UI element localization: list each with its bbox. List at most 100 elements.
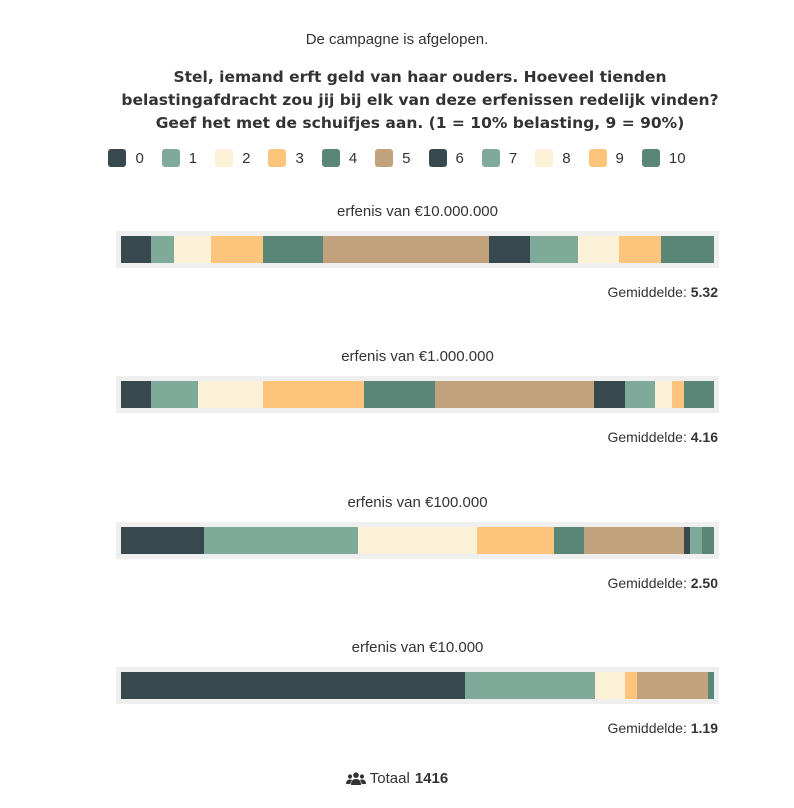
stacked-bar: [121, 236, 714, 263]
campaign-status: De campagne is afgelopen.: [305, 31, 489, 48]
total-label: Totaal: [369, 770, 410, 787]
bar-segment-2: [594, 672, 626, 699]
bar-segment-5: [584, 527, 685, 554]
bar-segment-2: [197, 381, 264, 408]
legend: 0 1 2 3 4 5 6 7 8 9 10: [0, 149, 794, 167]
bar-segment-7: [624, 381, 655, 408]
bar-segment-10: [702, 527, 714, 554]
bar-segment-1: [464, 672, 595, 699]
legend-label: 2: [242, 149, 251, 167]
bar-segment-1: [151, 236, 175, 263]
bar-segment-4: [363, 381, 435, 408]
legend-item: 1: [161, 149, 198, 167]
bar-segment-2: [174, 236, 211, 263]
bar-segment-5: [434, 381, 595, 408]
legend-swatch: [641, 149, 660, 167]
group-title: erfenis van €10.000: [351, 639, 484, 656]
total-footer: Totaal 1416: [0, 770, 794, 787]
inheritance-group: erfenis van €100.000 Gemiddelde: 2.50: [116, 493, 719, 591]
bar-segment-10: [683, 381, 714, 408]
bar-segment-0: [121, 672, 465, 699]
legend-label: 7: [508, 149, 518, 167]
average-value: 1.19: [690, 720, 718, 736]
bar-segment-7: [690, 527, 703, 554]
bar-segment-9: [619, 236, 662, 263]
bar-segment-6: [489, 236, 531, 263]
legend-swatch: [535, 149, 554, 167]
legend-label: 5: [402, 149, 411, 167]
bar-segment-4: [263, 236, 324, 263]
stacked-bar-frame: [116, 522, 719, 559]
legend-label: 1: [188, 149, 198, 167]
bar-segment-1: [203, 527, 358, 554]
bar-segment-2: [357, 527, 477, 554]
stacked-bar: [121, 381, 714, 408]
legend-swatch: [215, 149, 234, 167]
average-label: Gemiddelde:: [607, 284, 687, 300]
bar-segment-3: [477, 527, 554, 554]
legend-item: 6: [428, 149, 464, 167]
stacked-bar: [121, 672, 714, 699]
average-label: Gemiddelde:: [607, 575, 687, 591]
legend-item: 8: [535, 149, 571, 167]
legend-swatch: [108, 149, 127, 167]
average-readout: Gemiddelde: 1.19: [116, 720, 719, 736]
bar-segment-3: [263, 381, 364, 408]
average-readout: Gemiddelde: 2.50: [116, 575, 719, 591]
legend-swatch: [268, 149, 287, 167]
legend-swatch: [161, 149, 180, 167]
average-readout: Gemiddelde: 5.32: [116, 284, 719, 300]
users-icon: [345, 771, 366, 785]
bar-segment-5: [636, 672, 709, 699]
stacked-bar-frame: [116, 667, 719, 704]
inheritance-group: erfenis van €10.000.000 Gemiddelde: 5.32: [116, 202, 719, 300]
legend-item: 9: [588, 149, 624, 167]
inheritance-group: erfenis van €10.000 Gemiddelde: 1.19: [116, 638, 719, 736]
legend-item: 7: [481, 149, 518, 167]
average-label: Gemiddelde:: [607, 720, 687, 736]
question-title: Stel, iemand erft geld van haar ouders. …: [121, 68, 719, 132]
legend-item: 2: [215, 149, 250, 167]
bar-segment-3: [210, 236, 264, 263]
inheritance-group: erfenis van €1.000.000 Gemiddelde: 4.16: [116, 347, 719, 445]
bar-segment-1: [151, 381, 198, 408]
legend-label: 8: [562, 149, 571, 167]
bar-segment-6: [684, 527, 691, 554]
legend-label: 4: [348, 149, 358, 167]
group-title: erfenis van €1.000.000: [341, 348, 494, 365]
average-value: 2.50: [690, 575, 718, 591]
legend-label: 10: [668, 149, 686, 167]
legend-swatch: [428, 149, 447, 167]
legend-label: 0: [135, 149, 144, 167]
bar-segment-8: [578, 236, 620, 263]
legend-label: 6: [455, 149, 464, 167]
legend-item: 10: [641, 149, 686, 167]
bar-segment-3: [625, 672, 637, 699]
bar-segment-10: [661, 236, 714, 263]
group-title: erfenis van €10.000.000: [337, 203, 498, 220]
bar-segment-4: [554, 527, 585, 554]
legend-swatch: [321, 149, 340, 167]
bar-segment-0: [121, 236, 152, 263]
bar-segment-8: [654, 381, 672, 408]
bar-segment-10: [708, 672, 714, 699]
stacked-bar: [121, 527, 714, 554]
legend-swatch: [588, 149, 607, 167]
legend-item: 4: [321, 149, 358, 167]
average-value: 5.32: [690, 284, 718, 300]
bar-segment-5: [323, 236, 490, 263]
bar-segment-0: [121, 527, 204, 554]
average-label: Gemiddelde:: [607, 429, 687, 445]
average-readout: Gemiddelde: 4.16: [116, 429, 719, 445]
legend-item: 3: [268, 149, 304, 167]
bar-segment-6: [594, 381, 625, 408]
legend-swatch: [375, 149, 394, 167]
legend-item: 0: [108, 149, 144, 167]
group-title: erfenis van €100.000: [347, 494, 488, 511]
bar-segment-9: [671, 381, 684, 408]
legend-item: 5: [375, 149, 411, 167]
bar-segment-0: [121, 381, 152, 408]
total-value: 1416: [414, 770, 449, 787]
legend-label: 3: [295, 149, 304, 167]
legend-swatch: [481, 149, 500, 167]
